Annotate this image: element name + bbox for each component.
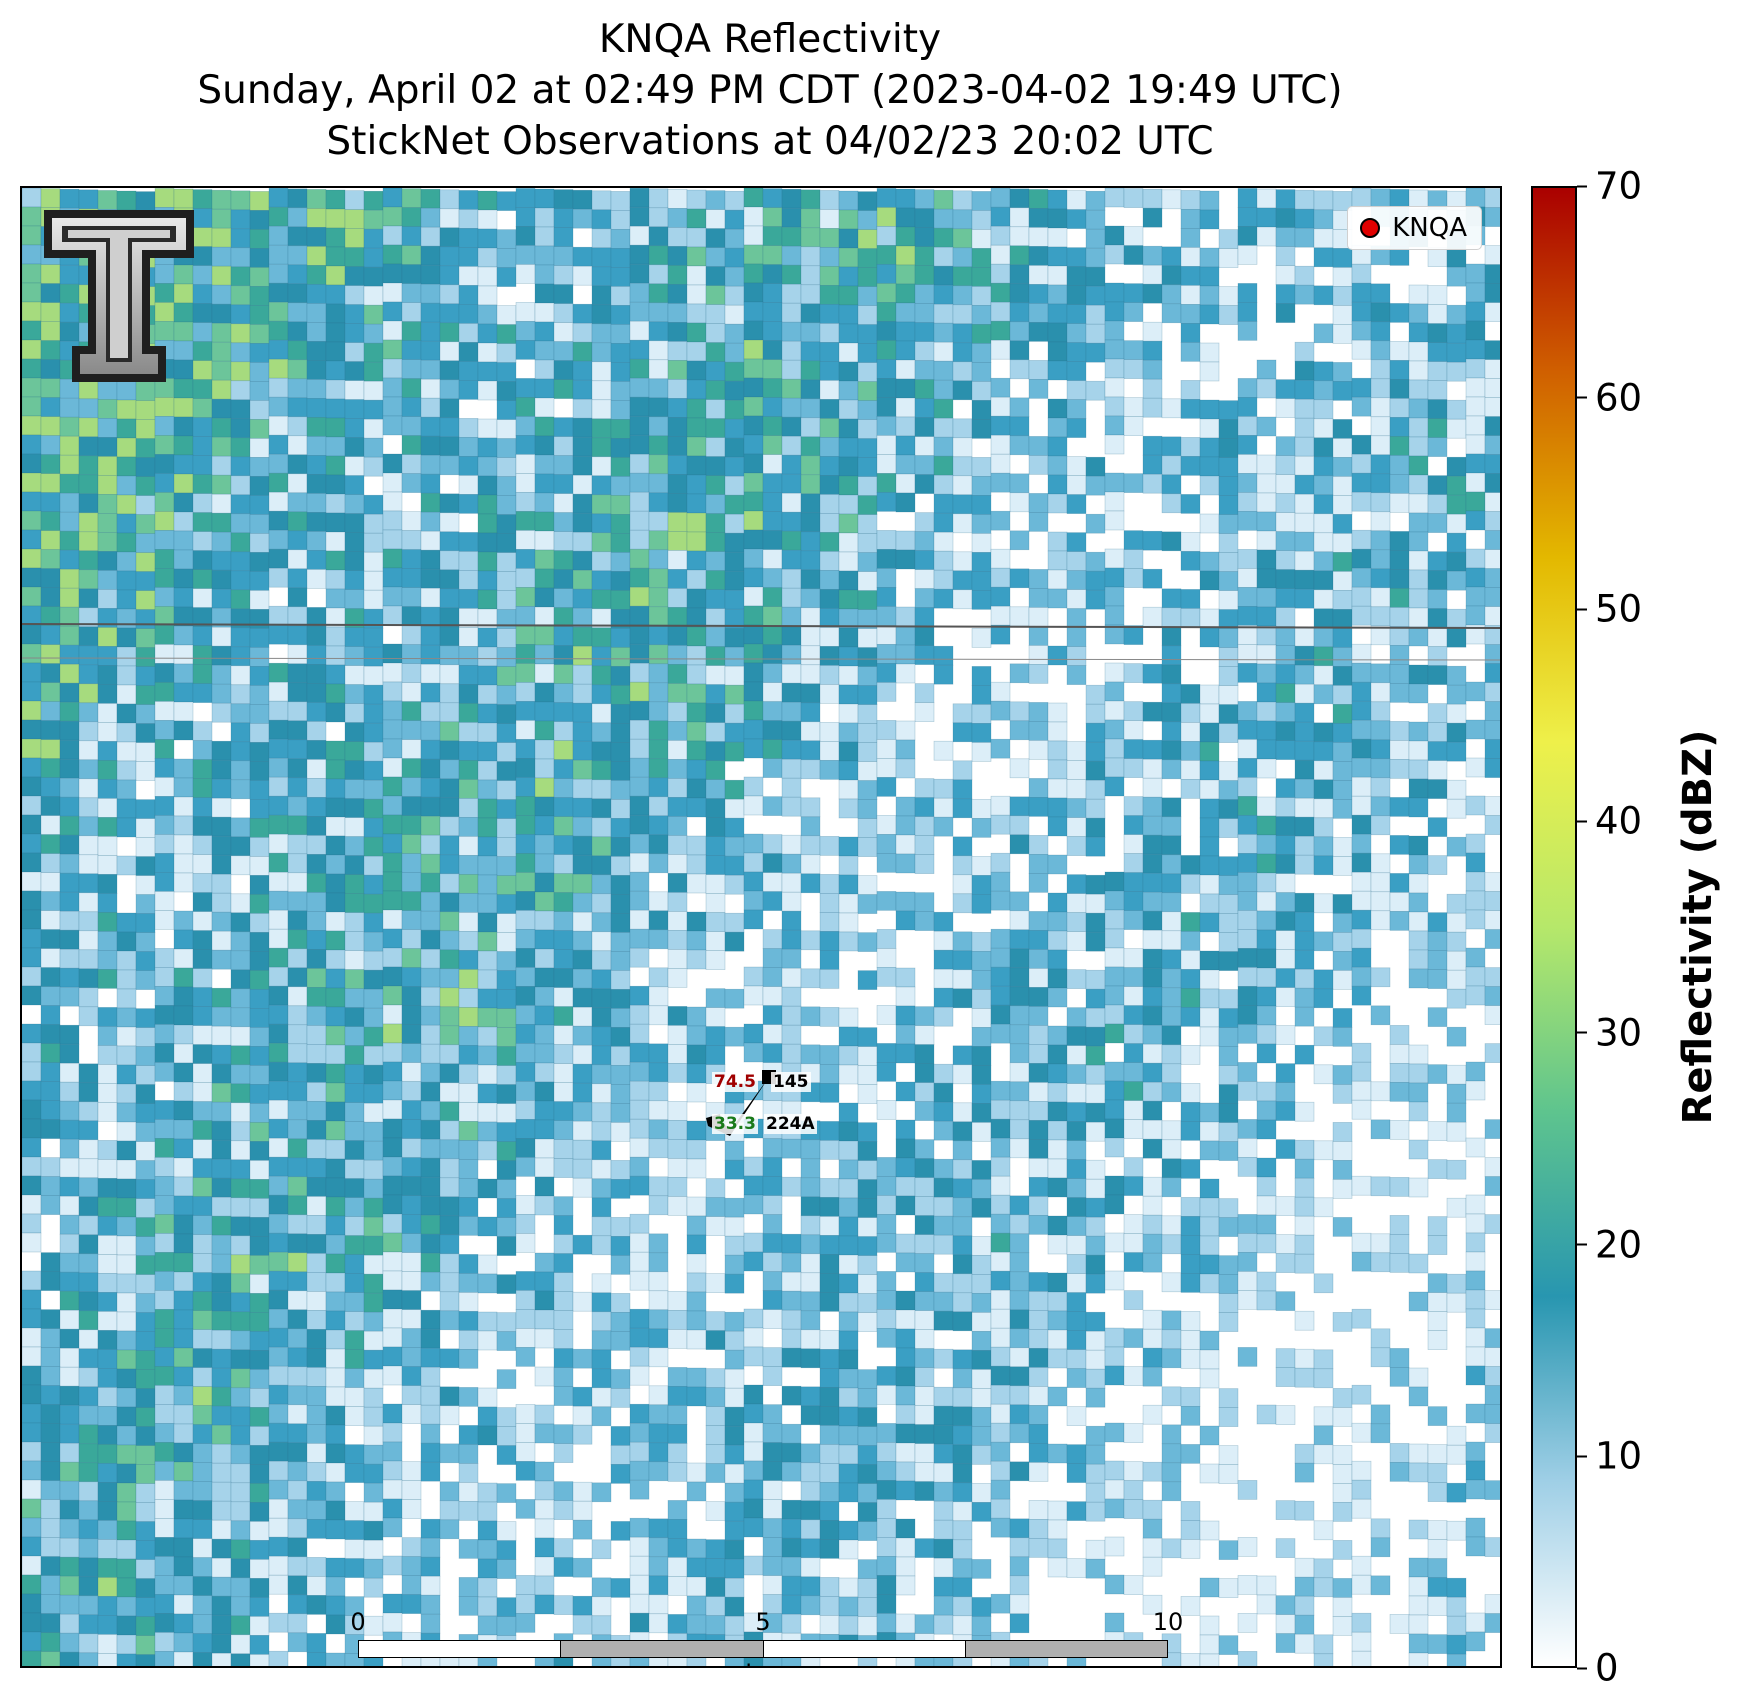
colorbar-tick-30: 30 (1577, 1014, 1642, 1051)
scale-tick-5: 5 (755, 1608, 771, 1636)
station-pressure: 145 (771, 1072, 811, 1092)
colorbar-tick-60: 60 (1577, 379, 1642, 416)
road-line (22, 657, 1500, 661)
station-dewpoint: 33.3 (712, 1114, 758, 1134)
colorbar-tick-40: 40 (1577, 803, 1642, 840)
legend-label: KNQA (1392, 213, 1467, 243)
colorbar-tick-0: 0 (1577, 1650, 1619, 1687)
map-legend: KNQA (1347, 206, 1482, 250)
scale-tick-10: 10 (1152, 1608, 1184, 1636)
colorbar-tick-20: 20 (1577, 1226, 1642, 1263)
station-id: 224A (764, 1114, 817, 1134)
radar-map[interactable]: KNQA 74.5 145 33.3 224A 0 5 10 km (20, 186, 1502, 1668)
reflectivity-field (22, 188, 1500, 1666)
reflectivity-gates (22, 188, 1500, 1666)
colorbar (1531, 186, 1577, 1668)
scale-bar: 0 5 10 km (350, 1608, 1183, 1666)
texas-tech-logo-icon (44, 210, 194, 382)
title-time: Sunday, April 02 at 02:49 PM CDT (2023-0… (197, 68, 1343, 113)
scale-bar-segments (358, 1640, 1168, 1658)
title-observations: StickNet Observations at 04/02/23 20:02 … (326, 119, 1214, 164)
boundary-line (22, 623, 1500, 629)
colorbar-tick-10: 10 (1577, 1438, 1642, 1475)
scale-unit: km (745, 1660, 782, 1666)
scale-tick-0: 0 (350, 1608, 366, 1636)
chart-title: KNQA Reflectivity Sunday, April 02 at 02… (0, 14, 1540, 167)
title-radar: KNQA Reflectivity (598, 17, 942, 62)
colorbar-tick-50: 50 (1577, 591, 1642, 628)
colorbar-tick-70: 70 (1577, 168, 1642, 205)
radar-site-marker-icon (1360, 218, 1381, 238)
station-temperature: 74.5 (712, 1072, 758, 1092)
colorbar-label: Reflectivity (dBZ) (1675, 729, 1721, 1125)
